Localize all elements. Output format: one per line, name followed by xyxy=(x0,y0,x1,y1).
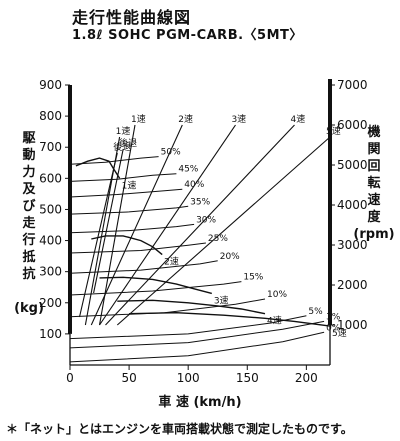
x-tick-label: 200 xyxy=(295,371,318,385)
y-tick-label-left: 400 xyxy=(39,234,62,248)
road-load-label: 20% xyxy=(220,252,240,262)
engine-speed-label: 1速 xyxy=(131,114,146,125)
x-tick-label: 0 xyxy=(66,371,74,385)
y-tick-label-right: 4000 xyxy=(337,198,368,212)
drive-force-line-1速 xyxy=(75,157,121,179)
road-load-line-5% xyxy=(69,315,307,340)
engine-speed-line-2速 xyxy=(90,124,183,326)
chart-subtitle: 1.8ℓ SOHC PGM-CARB.〈5MT〉 xyxy=(72,28,303,43)
road-load-line-0% xyxy=(69,331,325,363)
road-load-label: 35% xyxy=(190,197,210,207)
road-load-label: 50% xyxy=(161,148,181,158)
drive-force-label: 1速 xyxy=(122,180,137,191)
engine-speed-label: 2速 xyxy=(178,114,193,125)
road-load-line-30% xyxy=(69,223,195,234)
y-axis-label-right: 機関回転速度 (rpm) xyxy=(353,125,395,242)
road-load-line-3% xyxy=(69,320,325,349)
drive-force-line-2速 xyxy=(91,235,163,256)
drive-force-label: 3速 xyxy=(214,295,229,306)
road-load-label: 25% xyxy=(208,234,228,244)
road-load-line-20% xyxy=(69,260,218,274)
x-axis-label: 車 速 (km/h) xyxy=(158,394,241,410)
road-load-line-35% xyxy=(69,205,189,215)
y-tick-label-left: 900 xyxy=(39,78,62,92)
road-load-label: 0% xyxy=(326,323,341,333)
road-load-label: 5% xyxy=(308,307,323,317)
y-tick-label-right: 3000 xyxy=(337,238,368,252)
road-load-line-50% xyxy=(69,156,159,165)
drive-force-label: 4速 xyxy=(267,316,282,327)
y-tick-label-left: 800 xyxy=(39,109,62,123)
road-load-line-40% xyxy=(69,188,183,198)
y-tick-label-left: 600 xyxy=(39,171,62,185)
x-tick-label: 50 xyxy=(121,371,136,385)
drive-force-label: 2速 xyxy=(164,257,179,268)
engine-speed-label: 3速 xyxy=(231,114,246,125)
y-tick-label-left: 200 xyxy=(39,296,62,310)
y-axis-label-left: 駆動力及び走行抵抗 (kg) xyxy=(14,131,44,316)
engine-speed-label: 1速 xyxy=(116,126,131,137)
road-load-label: 30% xyxy=(196,215,216,225)
road-load-label: 45% xyxy=(178,165,198,175)
road-load-line-25% xyxy=(69,242,206,254)
drive-force-line-4速 xyxy=(117,299,266,315)
y-tick-label-right: 6000 xyxy=(337,118,368,132)
engine-speed-label: 5速 xyxy=(326,126,341,137)
chart-title: 走行性能曲線図 xyxy=(72,8,192,27)
x-tick-label: 100 xyxy=(177,371,200,385)
footnote: ＊「ネット」とはエンジンを車両搭載状態で測定したものです。 xyxy=(6,422,353,436)
road-load-label: 3% xyxy=(326,312,341,322)
road-load-label: 10% xyxy=(267,290,287,300)
drive-force-line-3速 xyxy=(99,276,212,295)
engine-speed-line-後退 xyxy=(93,148,124,294)
road-load-line-10% xyxy=(69,298,266,318)
engine-speed-line-4速 xyxy=(105,124,295,326)
drive-force-line-5速 xyxy=(129,311,331,327)
y-tick-label-left: 700 xyxy=(39,140,62,154)
y-tick-label-right: 1000 xyxy=(337,318,368,332)
y-tick-label-right: 7000 xyxy=(337,78,368,92)
engine-speed-line-3速 xyxy=(99,124,236,326)
engine-speed-label: 4速 xyxy=(291,114,306,125)
y-tick-label-left: 300 xyxy=(39,265,62,279)
engine-speed-line-5速 xyxy=(116,136,331,326)
road-load-label: 15% xyxy=(243,273,263,283)
x-tick-label: 150 xyxy=(236,371,259,385)
engine-speed-line-1速 xyxy=(98,124,136,326)
engine-speed-label: 後退 xyxy=(119,137,137,149)
engine-speed-label: 後退 xyxy=(113,141,131,153)
engine-speed-line-後退 xyxy=(78,152,118,318)
y-tick-label-right: 2000 xyxy=(337,278,368,292)
road-load-line-45% xyxy=(69,173,177,182)
y-tick-label-left: 100 xyxy=(39,327,62,341)
y-tick-label-left: 500 xyxy=(39,202,62,216)
y-tick-label-right: 5000 xyxy=(337,158,368,172)
drive-force-label: 5速 xyxy=(332,328,347,339)
